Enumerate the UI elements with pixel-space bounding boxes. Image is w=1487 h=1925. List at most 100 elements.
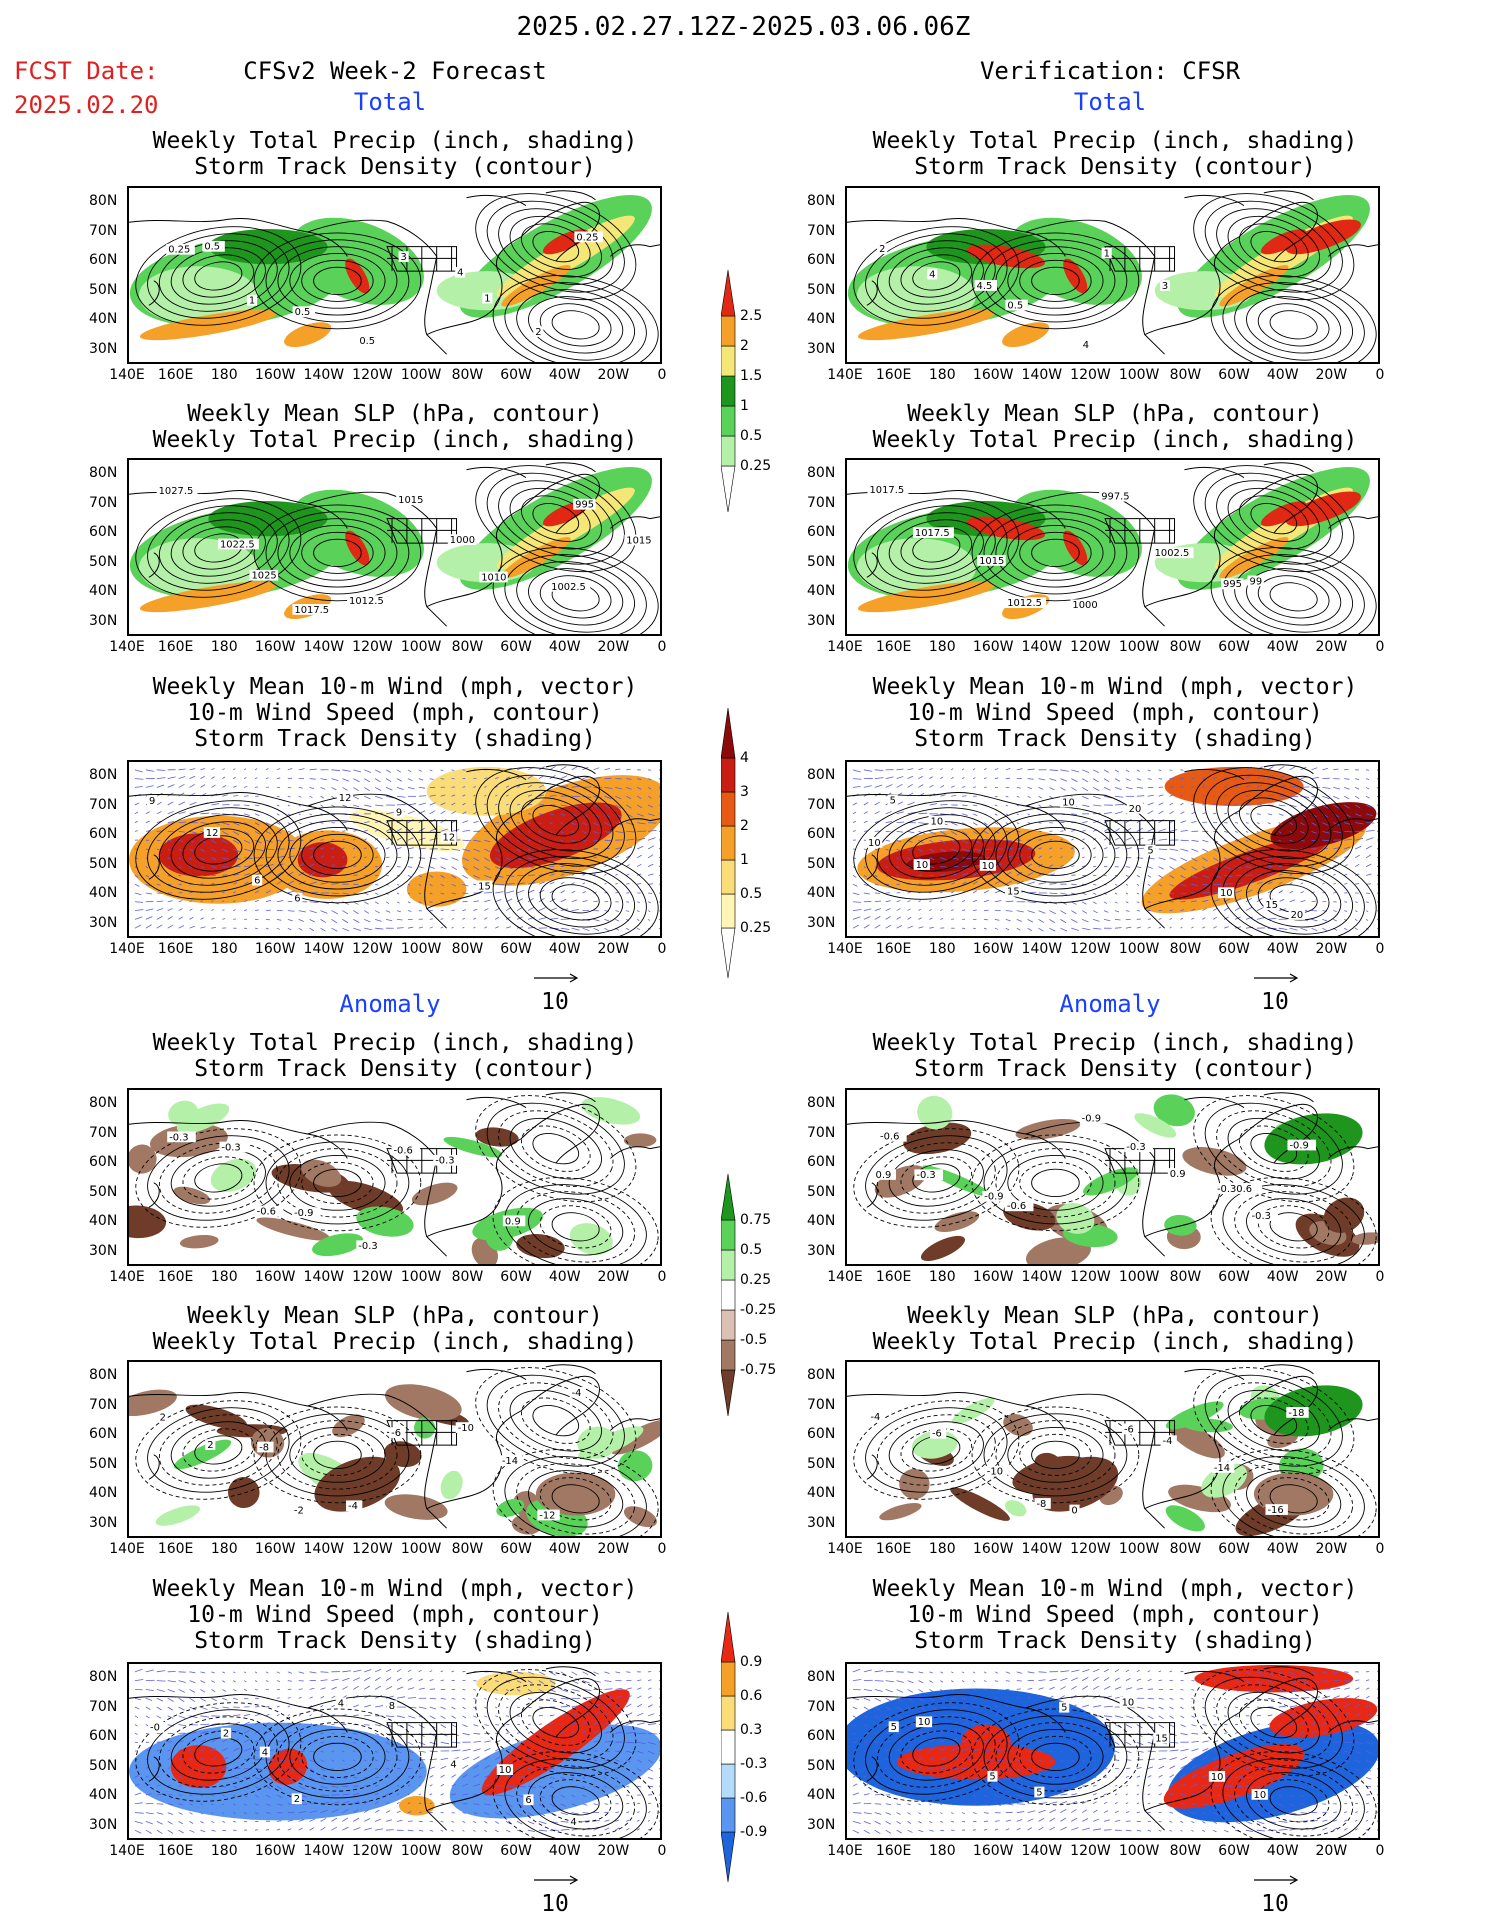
colorbar-label: 1.5 [740, 368, 763, 384]
vector-reference-label: 10 [541, 1891, 569, 1917]
contour-label-bg [1218, 887, 1235, 899]
colorbar-segment [720, 465, 736, 513]
precip-anomaly-region [899, 1468, 930, 1500]
contour-label: 1017.5 [869, 485, 904, 496]
contour-label: 12 [339, 793, 352, 804]
colorbar-label: -0.25 [740, 1302, 777, 1318]
colorbar-label: -0.6 [740, 1790, 768, 1806]
lon-tick-label: 160W [972, 1843, 1014, 1859]
precip-anomaly-region [1056, 1203, 1095, 1234]
lon-tick-label: 80W [1169, 941, 1202, 957]
contour-label: 20 [1291, 910, 1304, 921]
lon-tick-label: 100W [400, 1269, 442, 1285]
panel-title-line: Weekly Total Precip (inch, shading) [152, 128, 638, 154]
lon-tick-label: 120W [352, 1843, 393, 1859]
contour-label-bg [157, 1411, 168, 1423]
lat-tick-label: 40N [807, 1213, 836, 1229]
contour-label: 2 [535, 327, 541, 338]
lon-tick-label: 180 [928, 1269, 956, 1285]
storm-anomaly-region [476, 1671, 556, 1696]
contour-label: -18 [1288, 1408, 1304, 1419]
precip-anomaly-region [1164, 1214, 1197, 1236]
precip-anomaly-region [1165, 1401, 1224, 1430]
lon-tick-label: 140E [827, 1843, 863, 1859]
contour-label: 1015 [979, 556, 1004, 567]
lon-tick-label: 60W [500, 1843, 532, 1859]
contour-label-bg [147, 795, 158, 807]
contour-label: 15 [1265, 900, 1278, 911]
contour-label-bg [1249, 1210, 1279, 1222]
colorbar-segment [720, 375, 736, 407]
precip-anomaly-region [1182, 1147, 1247, 1176]
map-panel-forecast-windA: -0 2 4 2 4 8 4 10 6 4 [127, 1662, 662, 1840]
lat-tick-label: 50N [89, 1183, 118, 1200]
contour-label-bg [391, 1144, 421, 1156]
lon-tick-label: 80W [451, 941, 484, 957]
contour-label-bg [1152, 547, 1194, 559]
lat-tick-label: 60N [807, 1154, 836, 1170]
precip-anomaly-region [356, 1206, 414, 1237]
lon-tick-label: 140W [1021, 1843, 1063, 1859]
contour-label: 5 [890, 796, 896, 807]
contour-label: 0.5 [204, 242, 220, 253]
contour-label-bg [220, 1727, 231, 1739]
contour-label: 2 [223, 1729, 229, 1740]
precip-anomaly-region [256, 1217, 331, 1241]
lon-tick-label: 120W [1070, 941, 1111, 957]
contour-label-bg [867, 484, 909, 496]
precip-anomaly-region [314, 1456, 401, 1512]
contour-label-bg [912, 527, 954, 538]
lon-tick-label: 40W [548, 1541, 581, 1557]
lat-tick-label: 30N [807, 612, 836, 629]
contour-label: -0.3 [221, 1142, 240, 1153]
contour-label-bg [1208, 1770, 1226, 1782]
colorbar-label: 0.5 [740, 1242, 763, 1258]
colorbar-label: 2.5 [740, 308, 763, 324]
lon-tick-label: 60W [1218, 367, 1250, 383]
colorbar-segment [720, 1369, 736, 1417]
vector-reference: 10 [1250, 1872, 1310, 1922]
lon-tick-label: 80W [1169, 639, 1202, 655]
contour-label: 99 [1250, 576, 1263, 587]
contour-label-bg [396, 494, 425, 506]
lon-tick-label: 120W [1070, 367, 1111, 383]
lon-tick-label: 40W [548, 367, 581, 383]
contour-label-bg [1124, 1141, 1153, 1153]
contour-label: 0.5 [295, 307, 311, 318]
contour-label: -0.3 [1252, 1211, 1271, 1222]
lon-tick-label: 120W [1070, 639, 1111, 655]
precip-region [966, 516, 1045, 541]
contour-label: 1012.5 [349, 596, 384, 607]
precip-anomaly-region [1032, 1456, 1119, 1512]
lon-tick-label: 0 [657, 941, 667, 957]
contour-label-bg [249, 569, 279, 581]
contour-label: 10 [918, 1717, 931, 1728]
vector-reference-label: 10 [1261, 1891, 1289, 1917]
lat-tick-label: 70N [89, 1124, 118, 1141]
precip-anomaly-region [440, 1470, 463, 1500]
colorbar-segment [720, 1797, 736, 1833]
lon-tick-label: 180 [928, 1541, 956, 1557]
precip-anomaly-region [623, 1133, 657, 1148]
contour-label-bg [482, 292, 493, 304]
lon-tick-label: 160W [254, 1269, 296, 1285]
contour-label: -0.9 [1082, 1113, 1101, 1124]
lon-tick-label: 160E [157, 1541, 194, 1557]
colorbar-segment [720, 405, 736, 437]
contour-label-bg [167, 1131, 196, 1143]
contour-label-bg [447, 534, 477, 546]
lon-tick-label: 60W [500, 1269, 532, 1285]
contour-label: -16 [1267, 1505, 1283, 1516]
precip-anomaly-region [1134, 1113, 1177, 1138]
contour-label: 995 [1223, 579, 1242, 590]
lon-tick-label: 40W [1266, 1269, 1299, 1285]
contour-label: 6 [525, 1795, 531, 1806]
lon-tick-label: 100W [400, 1541, 442, 1557]
contour-label-bg [203, 827, 221, 838]
lon-tick-label: 140W [303, 367, 345, 383]
contour-label-bg [347, 595, 388, 606]
contour-label-bg [1251, 1788, 1268, 1800]
lon-tick-label: 120W [352, 367, 393, 383]
lon-tick-label: 160E [157, 1843, 194, 1859]
precip-region [345, 530, 370, 566]
